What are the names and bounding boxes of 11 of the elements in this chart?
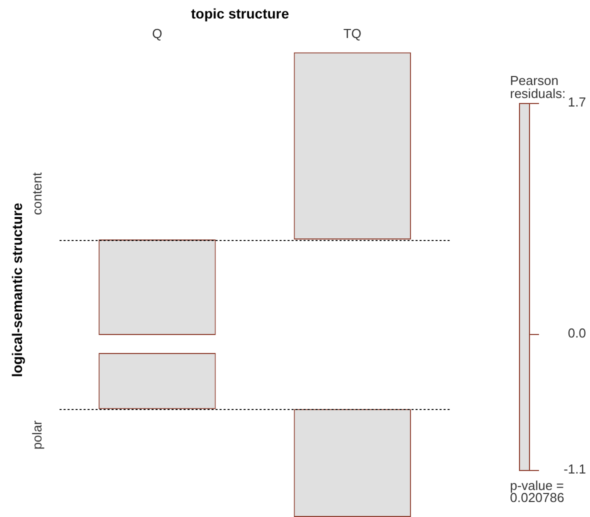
x-tick-label: TQ <box>343 26 362 42</box>
text: p-value = 0.020786 <box>510 478 564 505</box>
x-tick-label: Q <box>152 26 162 42</box>
text: 0.0 <box>568 326 586 341</box>
text: -1.1 <box>564 462 586 477</box>
chart-title: topic structure <box>190 5 290 22</box>
text: 1.7 <box>568 94 586 110</box>
text: Pearson residuals: <box>510 73 566 101</box>
y-axis-title: content <box>29 172 44 216</box>
y-axis-title: polar <box>29 420 44 450</box>
text: logical-semantic structure <box>8 202 25 378</box>
